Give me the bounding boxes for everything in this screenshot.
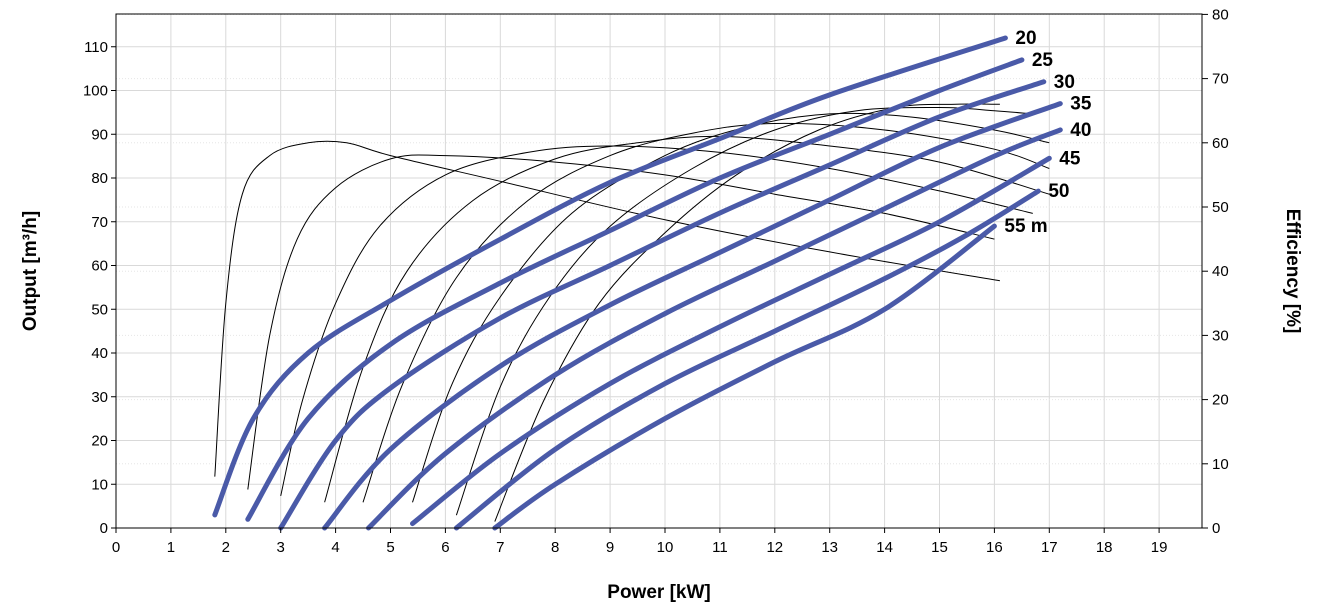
series-label-25: 25 xyxy=(1032,50,1054,71)
y-tick-label: 110 xyxy=(84,39,108,56)
x-tick-label: 0 xyxy=(112,539,120,556)
series-label-55m: 55 m xyxy=(1004,216,1047,237)
output-curve-30 xyxy=(278,79,1047,531)
x-tick-label: 5 xyxy=(386,539,394,556)
output-curve-55m xyxy=(492,223,997,531)
x-tick-label: 18 xyxy=(1096,539,1113,556)
y2-tick-label: 20 xyxy=(1212,392,1229,409)
efficiency-curve-3 xyxy=(280,145,1033,497)
y-axis-ticks: 0 10 20 30 40 50 60 70 80 90 100 110 xyxy=(83,39,116,537)
y-tick-label: 100 xyxy=(83,83,108,100)
y-tick-label: 30 xyxy=(91,389,108,406)
y2-tick-label: 10 xyxy=(1212,456,1229,473)
series-label-30: 30 xyxy=(1054,72,1075,93)
x-tick-label: 9 xyxy=(606,539,614,556)
y2-tick-label: 0 xyxy=(1212,520,1220,537)
efficiency-curve-1 xyxy=(214,140,1000,477)
x-tick-label: 1 xyxy=(167,539,175,556)
series-label-35: 35 xyxy=(1070,94,1092,115)
y-tick-label: 70 xyxy=(91,214,108,231)
x-tick-label: 12 xyxy=(766,539,783,556)
y2-tick-label: 70 xyxy=(1212,71,1229,88)
y-tick-label: 0 xyxy=(100,520,108,537)
y2-axis-ticks: 0 10 20 30 40 50 60 70 80 xyxy=(1202,6,1229,537)
y2-tick-label: 30 xyxy=(1212,327,1229,344)
series-label-40: 40 xyxy=(1070,120,1091,141)
output-curve-20 xyxy=(212,35,1008,518)
y-tick-label: 50 xyxy=(91,301,108,318)
y-tick-label: 60 xyxy=(91,258,108,275)
x-tick-label: 16 xyxy=(986,539,1003,556)
series-label-20: 20 xyxy=(1015,28,1036,49)
y2-tick-label: 50 xyxy=(1212,199,1229,216)
series-label-50: 50 xyxy=(1048,181,1069,202)
y2-axis-title: Efficiency [%] xyxy=(1282,209,1303,334)
y2-tick-label: 80 xyxy=(1212,6,1229,23)
x-tick-label: 6 xyxy=(441,539,449,556)
x-axis-ticks: 0 1 2 3 4 5 6 7 8 9 10 11 12 13 14 15 16 17 18 19 xyxy=(112,528,1168,556)
efficiency-curve-2 xyxy=(247,154,995,490)
efficiency-curve-4 xyxy=(324,135,1050,503)
output-curve-40 xyxy=(366,127,1063,531)
x-tick-label: 19 xyxy=(1151,539,1168,556)
output-curve-35 xyxy=(322,101,1063,531)
efficiency-curve-5 xyxy=(362,122,1050,503)
x-tick-label: 2 xyxy=(222,539,230,556)
y-tick-label: 20 xyxy=(91,433,108,450)
efficiency-curves xyxy=(214,103,1050,522)
x-tick-label: 11 xyxy=(712,539,728,556)
output-curve-50 xyxy=(453,188,1041,531)
efficiency-curve-8 xyxy=(494,103,1000,522)
x-tick-label: 17 xyxy=(1041,539,1058,556)
x-tick-label: 8 xyxy=(551,539,559,556)
y-tick-label: 80 xyxy=(91,170,108,187)
x-tick-label: 7 xyxy=(496,539,504,556)
x-tick-label: 15 xyxy=(931,539,948,556)
series-label-45: 45 xyxy=(1059,148,1081,169)
grid xyxy=(116,13,1202,528)
x-axis-title: Power [kW] xyxy=(607,582,710,603)
output-curve-45 xyxy=(410,155,1052,527)
x-tick-label: 10 xyxy=(657,539,674,556)
x-tick-label: 3 xyxy=(277,539,285,556)
output-curves xyxy=(212,35,1063,531)
y-tick-label: 10 xyxy=(91,476,108,493)
y-tick-label: 40 xyxy=(91,345,108,362)
x-tick-label: 14 xyxy=(876,539,893,556)
x-tick-label: 4 xyxy=(331,539,339,556)
y-tick-label: 90 xyxy=(91,126,108,143)
y2-tick-label: 60 xyxy=(1212,135,1229,152)
output-curve-25 xyxy=(245,57,1025,522)
y-axis-title: Output [m³/h] xyxy=(20,211,41,331)
x-tick-label: 13 xyxy=(821,539,838,556)
y2-tick-label: 40 xyxy=(1212,263,1229,280)
